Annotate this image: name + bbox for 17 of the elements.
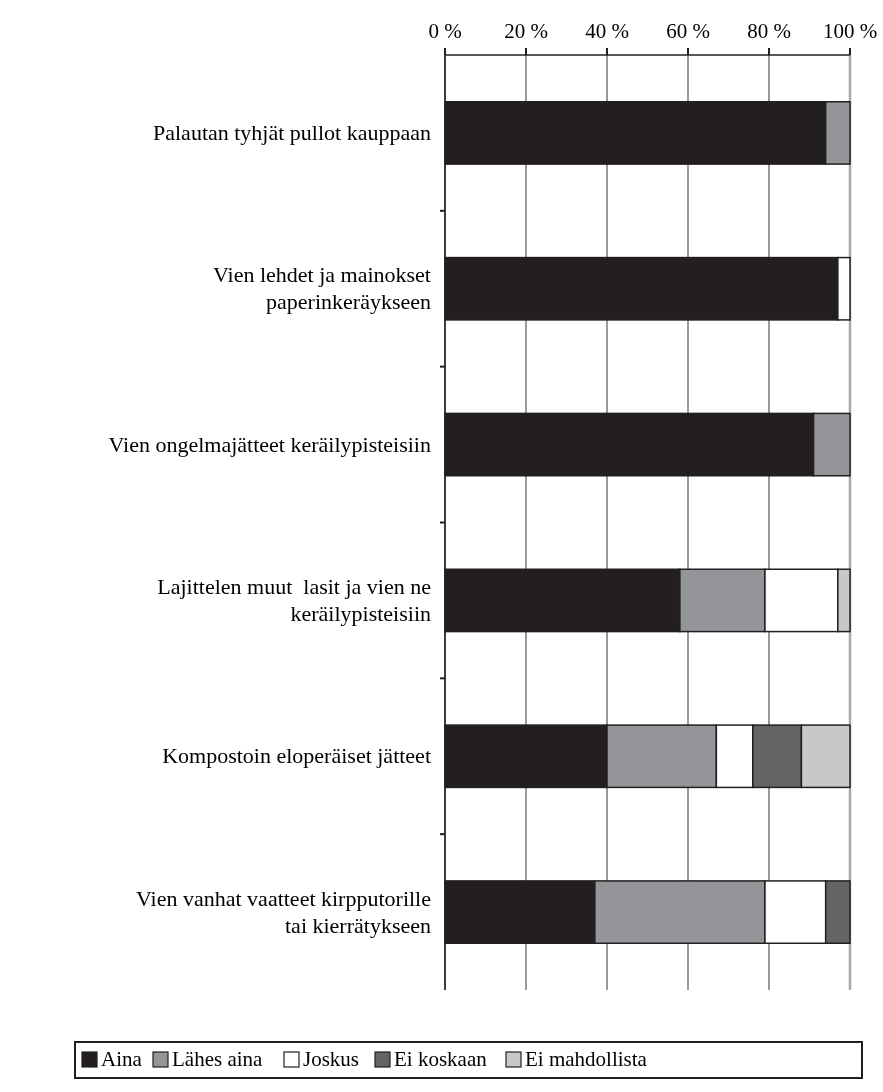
y-tick-label: Palautan tyhjät pullot kauppaan <box>153 119 431 145</box>
y-tick-label: Lajittelen muut lasit ja vien ne keräilypisteisiin <box>157 573 431 626</box>
x-tick-label: 0 % <box>428 19 462 43</box>
legend-label: Ei mahdollista <box>525 1047 648 1071</box>
legend-label: Joskus <box>303 1047 360 1071</box>
x-tick-label: 100 % <box>822 19 878 43</box>
legend-label: Lähes aina <box>172 1047 264 1071</box>
x-tick-label: 80 % <box>747 19 791 43</box>
y-tick-label: Vien lehdet ja mainokset paperinkeräykseen <box>212 262 431 315</box>
legend-label: Aina <box>101 1047 143 1071</box>
y-tick-label: Kompostoin eloperäiset jätteet <box>162 743 431 769</box>
y-tick-label: Vien ongelmajätteet keräilypisteisiin <box>108 431 431 457</box>
x-tick-label: 20 % <box>504 19 548 43</box>
y-tick-label: Vien vanhat vaatteet kirpputorille tai kierrätykseen <box>136 885 431 938</box>
x-tick-label: 40 % <box>585 19 629 43</box>
x-tick-label: 60 % <box>666 19 710 43</box>
legend-label: Ei koskaan <box>394 1047 488 1071</box>
